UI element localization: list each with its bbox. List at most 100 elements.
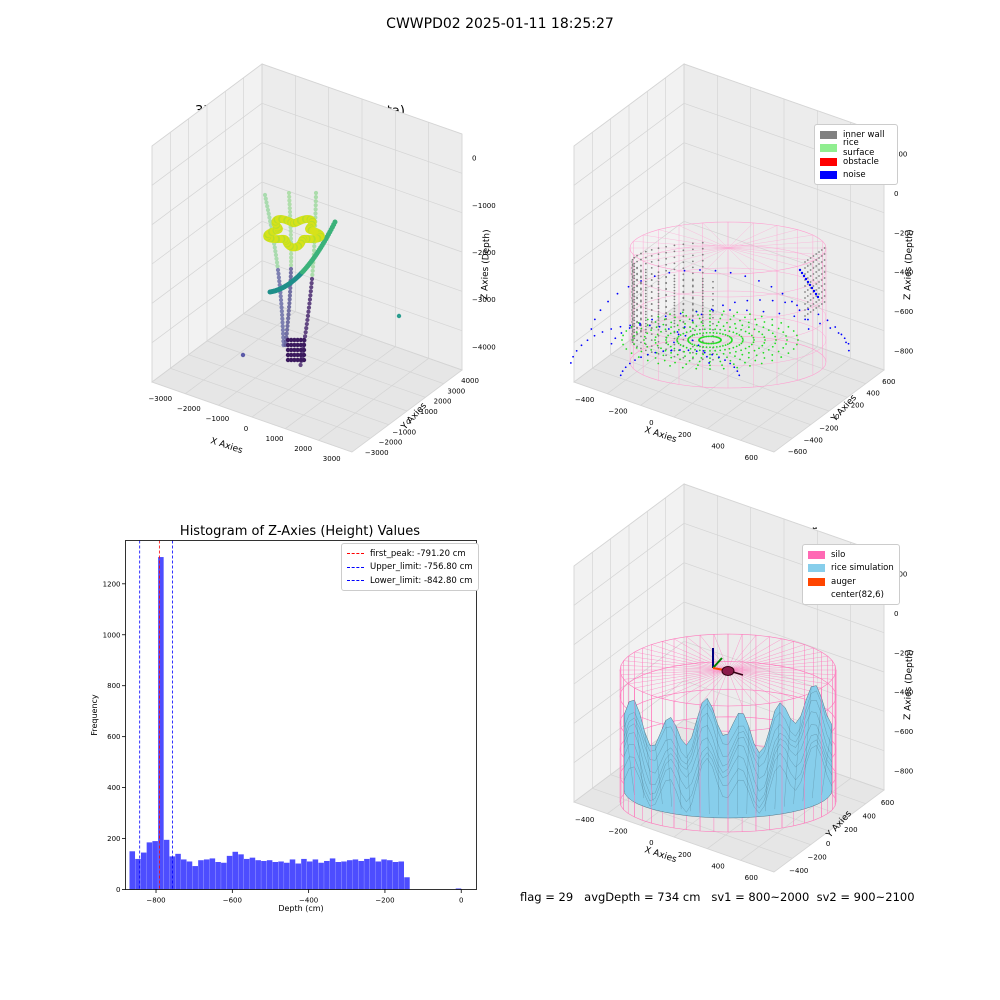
z-tick-label: −3000 [472, 296, 496, 304]
rice-surface-point [719, 360, 722, 363]
rice-surface-point [797, 339, 799, 341]
inner-wall-point [636, 345, 638, 348]
stalk-point [266, 211, 271, 216]
rice-surface-point [685, 314, 688, 317]
inner-wall-point [640, 276, 642, 279]
legend-item-lower-limit: Lower_limit: -842.80 cm [347, 574, 473, 588]
stalk-point [267, 215, 272, 220]
inner-wall-point [809, 281, 812, 283]
rice-surface-point [635, 331, 638, 334]
noise-point [619, 325, 622, 328]
silo-spoke [727, 641, 794, 671]
histogram-bar [358, 860, 364, 890]
rice-surface-point [646, 359, 649, 362]
rice-surface-point [654, 339, 656, 341]
y-tick-label: 800 [107, 682, 120, 690]
noise-point [593, 318, 596, 321]
rice-surface-point [702, 336, 705, 338]
legend-item-rice-simulation: rice simulation [808, 562, 894, 576]
rice-surface-point [654, 336, 657, 339]
histogram-bar [243, 858, 250, 890]
inner-wall-point [682, 243, 685, 246]
inner-wall-point [657, 319, 660, 322]
inner-wall-point [644, 271, 647, 274]
stalk-point [311, 248, 317, 253]
silo-spoke [651, 669, 729, 696]
rice-surface-point [734, 327, 737, 330]
rice-surface-point [736, 311, 739, 314]
rice-surface-point [722, 344, 724, 347]
rice-surface-point [709, 331, 711, 334]
inner-wall-point [633, 298, 636, 301]
noise-point [697, 344, 700, 347]
inner-wall-point [636, 320, 638, 323]
grid-line [573, 63, 685, 147]
noise-point [826, 319, 829, 322]
inner-wall-point [631, 297, 633, 299]
rice-surface-point [763, 341, 766, 344]
stalk-point [309, 280, 314, 286]
histogram-bar [238, 854, 244, 890]
inner-wall-point [650, 351, 653, 354]
inner-wall-point [682, 267, 685, 270]
rice-mesh-line [707, 698, 710, 815]
inner-wall-point [657, 247, 660, 250]
y-tick-label: 600 [882, 378, 895, 386]
inner-wall-point [657, 313, 660, 316]
rice-surface-point [714, 328, 717, 331]
noise-point [569, 362, 572, 364]
z-tick-label: −2000 [472, 249, 496, 257]
inner-wall-point [633, 337, 636, 340]
rice-surface-point [646, 332, 649, 335]
inner-wall-point [701, 328, 704, 331]
rice-surface-point [676, 337, 679, 340]
histogram-bar [352, 859, 359, 890]
inner-wall-point [820, 267, 823, 269]
stalk-point [275, 267, 281, 273]
inner-wall-point [650, 339, 653, 342]
inner-wall-point [650, 308, 653, 311]
z-tick-label: −1000 [472, 202, 496, 210]
rice-surface-point [750, 343, 753, 346]
rice-surface-point [714, 335, 716, 338]
rice-surface-point [669, 332, 672, 335]
rice-surface-point [738, 344, 741, 346]
inner-wall-point [806, 289, 809, 291]
x-tick-label: 400 [711, 863, 724, 871]
x-tick-label: 1000 [266, 435, 284, 443]
inner-wall-point [636, 339, 638, 342]
rice-surface-point [682, 332, 685, 335]
inner-wall-point [631, 273, 633, 275]
rice-surface-point [630, 352, 633, 355]
inner-wall-point [633, 295, 636, 298]
histogram-bar [272, 861, 279, 890]
noise-point [593, 334, 596, 337]
inner-wall-point [806, 265, 809, 267]
stalk-point [288, 270, 293, 275]
noise-point [746, 309, 748, 312]
rice-surface-point [704, 335, 706, 338]
rice-surface-point [740, 349, 743, 352]
noise-point [679, 312, 682, 315]
inner-wall-point [644, 325, 647, 328]
rice-surface-point [688, 336, 690, 339]
histogram-bar [198, 860, 204, 890]
inner-wall-point [640, 306, 642, 309]
rice-surface-point [632, 339, 634, 341]
noise-point [810, 286, 814, 290]
noise-point [683, 269, 686, 272]
inner-wall-point [665, 245, 667, 248]
z-tick-label: 0 [894, 610, 898, 618]
histogram-bar [261, 860, 267, 890]
noise-point [614, 337, 617, 340]
rice-surface-point [676, 324, 679, 327]
histogram-bar [381, 859, 387, 890]
inner-wall-point [636, 290, 638, 293]
inner-wall-point [673, 322, 676, 325]
noise-point [639, 324, 641, 326]
histogram-bar [266, 860, 273, 890]
inner-wall-point [636, 332, 638, 335]
rice-mesh-line [821, 724, 833, 796]
inner-wall-point [644, 310, 647, 313]
stalk-point [286, 190, 292, 196]
